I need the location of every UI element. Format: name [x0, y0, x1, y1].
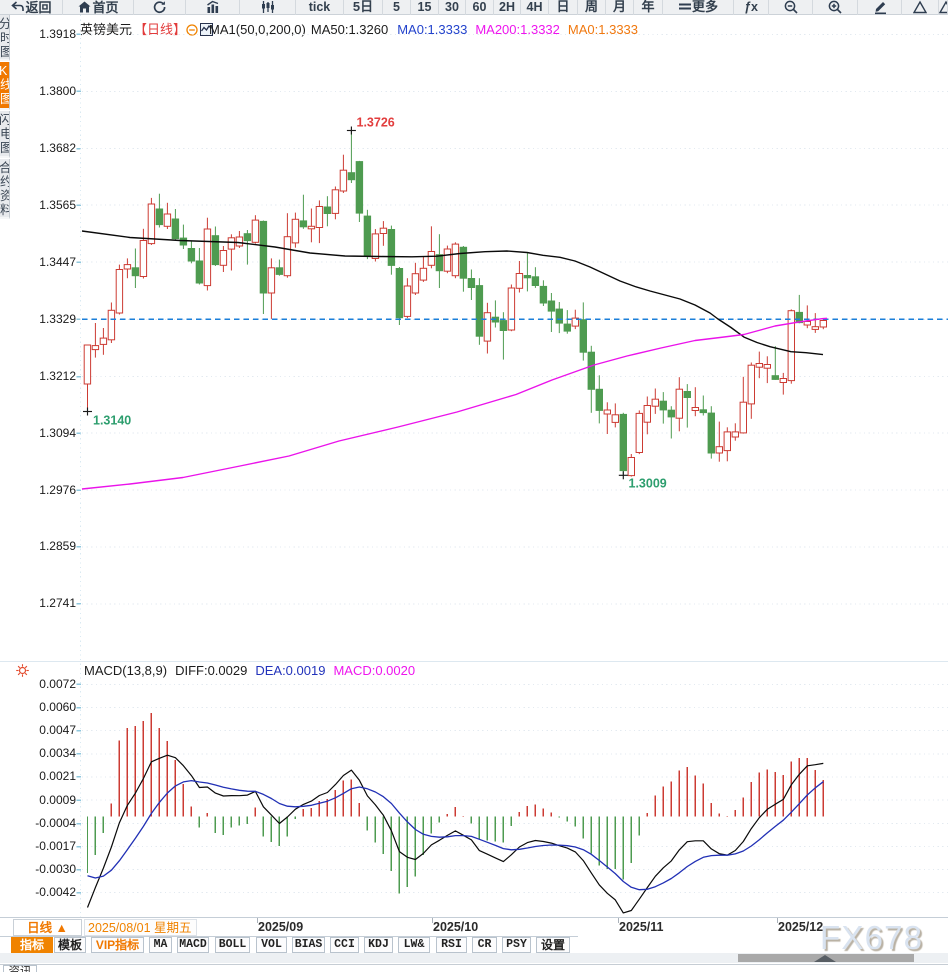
svg-text:1.3140: 1.3140: [93, 414, 131, 428]
svg-text:1.3009: 1.3009: [629, 477, 667, 491]
svg-text:1.3726: 1.3726: [357, 116, 395, 130]
